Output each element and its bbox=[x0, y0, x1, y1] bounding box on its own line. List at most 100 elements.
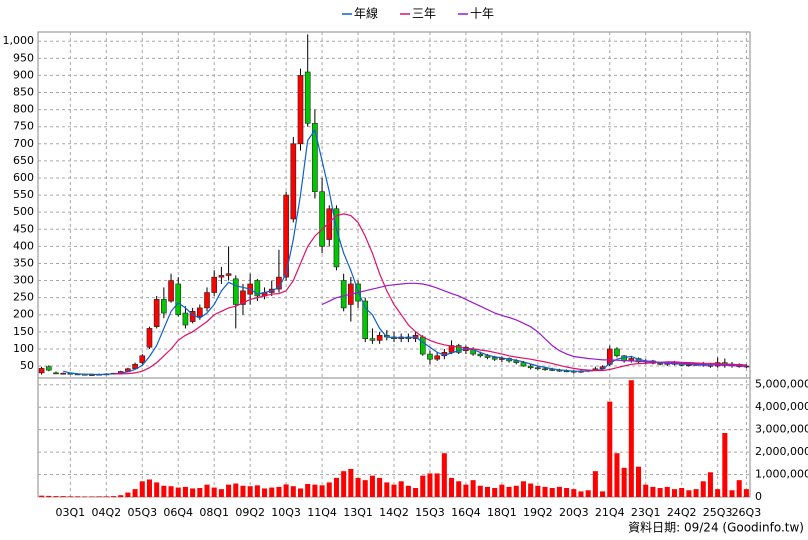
x-tick-label: 14Q2 bbox=[379, 506, 409, 519]
volume-bar bbox=[643, 484, 649, 497]
candle-body bbox=[132, 364, 138, 370]
volume-bar bbox=[492, 488, 498, 497]
volume-bar bbox=[218, 489, 224, 497]
volume-bar bbox=[434, 473, 440, 497]
volume-bar bbox=[53, 496, 59, 497]
volume-bar bbox=[254, 485, 260, 497]
candle-body bbox=[340, 280, 347, 309]
volume-bar bbox=[607, 401, 613, 497]
volume-bar bbox=[175, 487, 181, 497]
y-tick-label: 500 bbox=[13, 205, 34, 218]
candle-body bbox=[527, 365, 534, 369]
volume-bar bbox=[348, 468, 354, 497]
volume-bar bbox=[233, 483, 239, 497]
x-tick-label: 21Q4 bbox=[595, 506, 625, 519]
volume-bar bbox=[585, 490, 591, 497]
volume-bar bbox=[161, 485, 167, 497]
moving-average-line bbox=[63, 128, 747, 376]
candle-body bbox=[38, 368, 45, 374]
candle-body bbox=[312, 122, 318, 192]
volume-bar bbox=[686, 490, 692, 497]
volume-bar bbox=[535, 485, 541, 497]
volume-bar bbox=[578, 491, 584, 497]
volume-bar bbox=[82, 496, 88, 497]
candle-body bbox=[499, 358, 505, 360]
candle-body bbox=[362, 300, 369, 339]
y-tick-label: 300 bbox=[13, 274, 34, 287]
candle-body bbox=[376, 334, 383, 341]
legend-label: 年線 bbox=[354, 6, 378, 21]
x-tick-label: 04Q2 bbox=[91, 506, 121, 519]
volume-bar bbox=[484, 486, 491, 497]
candle-body bbox=[60, 372, 66, 375]
candle-body bbox=[283, 194, 289, 278]
volume-bar bbox=[571, 489, 577, 497]
volume-bar bbox=[456, 481, 462, 497]
candle-body bbox=[535, 367, 541, 370]
volume-bar bbox=[377, 477, 383, 497]
y-tick-label: 200 bbox=[13, 308, 34, 321]
candle-body bbox=[477, 353, 484, 357]
candle-body bbox=[513, 360, 520, 363]
y2-tick-label: 5,000,000 bbox=[755, 378, 808, 391]
volume-bar bbox=[190, 488, 196, 497]
y2-tick-label: 3,000,000 bbox=[755, 423, 808, 436]
volume-bar bbox=[499, 484, 505, 497]
candle-body bbox=[657, 362, 663, 365]
volume-bar bbox=[319, 485, 325, 497]
candle-body bbox=[290, 143, 297, 220]
volume-bar bbox=[305, 483, 311, 497]
candle-body bbox=[614, 348, 620, 357]
y-tick-label: 850 bbox=[13, 86, 34, 99]
volume-bar bbox=[103, 496, 109, 497]
y-tick-label: 900 bbox=[13, 68, 34, 81]
y-tick-label: 450 bbox=[13, 222, 34, 235]
volume-bar bbox=[197, 488, 203, 497]
x-tick-label: 09Q2 bbox=[235, 506, 265, 519]
volume-bar bbox=[420, 475, 426, 497]
volume-bar bbox=[60, 496, 66, 497]
candle-body bbox=[232, 278, 239, 305]
volume-bar bbox=[715, 489, 721, 497]
y-tick-label: 250 bbox=[13, 291, 34, 304]
y2-tick-label: 2,000,000 bbox=[755, 445, 808, 458]
x-tick-label: 03Q1 bbox=[56, 506, 86, 519]
y-tick-label: 50 bbox=[20, 359, 34, 372]
y-tick-label: 350 bbox=[13, 256, 34, 269]
candle-body bbox=[542, 368, 548, 371]
candle-body bbox=[146, 328, 153, 348]
y2-tick-label: 0 bbox=[755, 490, 762, 503]
candle-body bbox=[304, 71, 311, 124]
volume-bar bbox=[405, 485, 411, 497]
x-tick-label: 11Q4 bbox=[307, 506, 337, 519]
volume-bar bbox=[132, 489, 138, 497]
candle-body bbox=[606, 348, 613, 365]
volume-bar bbox=[333, 477, 339, 497]
volume-bar bbox=[125, 492, 131, 497]
volume-bar bbox=[355, 477, 361, 497]
x-tick-label: 25Q3 bbox=[703, 506, 733, 519]
y2-tick-label: 1,000,000 bbox=[755, 468, 808, 481]
x-tick-label: 08Q1 bbox=[199, 506, 229, 519]
volume-bar bbox=[650, 486, 656, 497]
volume-bar bbox=[139, 481, 145, 497]
volume-bar bbox=[247, 486, 253, 497]
candle-body bbox=[484, 355, 491, 358]
volume-bar bbox=[700, 481, 706, 497]
volume-bar bbox=[398, 481, 404, 497]
x-tick-label: 18Q1 bbox=[487, 506, 517, 519]
volume-bar bbox=[636, 466, 642, 497]
candle-body bbox=[455, 345, 462, 353]
volume-bar bbox=[96, 496, 102, 497]
volume-panel bbox=[37, 377, 751, 498]
y2-tick-label: 4,000,000 bbox=[755, 400, 808, 413]
y-tick-label: 950 bbox=[13, 51, 34, 64]
volume-bar bbox=[39, 495, 45, 497]
volume-bar bbox=[520, 481, 526, 497]
volume-bar bbox=[46, 495, 52, 497]
volume-bar bbox=[679, 488, 685, 497]
candle-body bbox=[204, 292, 210, 309]
volume-bar bbox=[513, 485, 519, 497]
volume-bar bbox=[528, 483, 534, 497]
